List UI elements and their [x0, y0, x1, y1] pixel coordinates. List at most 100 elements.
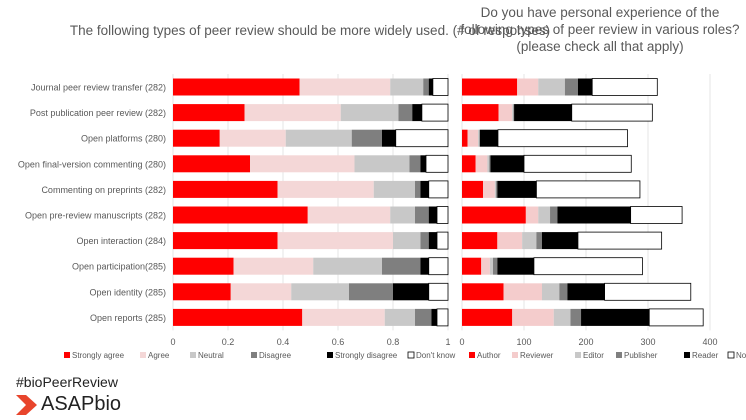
bar-segment-reviewer: [475, 155, 488, 173]
bar-segment-strongly-agree: [173, 78, 300, 96]
bar-segment-strongly-disagree: [393, 283, 429, 301]
legend-label: Reader: [692, 351, 719, 360]
bar-segment-none: [630, 206, 683, 224]
bar-segment-strongly-agree: [173, 129, 220, 147]
bar-segment-disagree: [409, 155, 421, 173]
bar-segment-neutral: [390, 206, 415, 224]
bar-segment-disagree: [415, 180, 421, 198]
bar-segment-publisher: [536, 232, 542, 250]
legend-swatch: [684, 352, 690, 358]
legend-label: Reviewer: [520, 351, 554, 360]
bar-segment-neutral: [393, 232, 421, 250]
bar-segment-editor: [478, 129, 480, 147]
x-tick-label: 0.8: [387, 337, 400, 347]
category-label: Open final-version commenting (280): [18, 159, 166, 169]
x-tick-label: 300: [640, 337, 655, 347]
bar-segment-strongly-agree: [173, 232, 278, 250]
bar-segment-editor: [487, 155, 490, 173]
chevron-logo-icon: [16, 394, 37, 415]
legend-swatch: [469, 352, 475, 358]
bar-segment-neutral: [384, 308, 415, 326]
bar-segment-disagree: [423, 78, 429, 96]
bar-segment-reader: [479, 129, 498, 147]
bar-segment-agree: [299, 78, 391, 96]
bar-segment-strongly-disagree: [412, 104, 422, 122]
bar-segment-strongly-disagree: [420, 257, 429, 275]
bar-segment-strongly-agree: [173, 206, 308, 224]
bar-segment-disagree: [420, 232, 429, 250]
bar-segment-don-t-know: [425, 154, 449, 173]
legend-label: Publisher: [624, 351, 658, 360]
x-tick-label: 0.4: [277, 337, 290, 347]
bar-segment-agree: [230, 283, 292, 301]
bar-segment-neutral: [313, 257, 382, 275]
bar-segment-reviewer: [497, 232, 523, 250]
bar-segment-agree: [277, 180, 374, 198]
bar-segment-reviewer: [483, 180, 495, 198]
bar-segment-reader: [514, 104, 572, 122]
x-tick-label: 100: [516, 337, 531, 347]
bar-segment-strongly-agree: [173, 104, 245, 122]
bar-segment-don-t-know: [428, 257, 449, 276]
bar-segment-reviewer: [498, 104, 513, 122]
bar-segment-don-t-know: [432, 78, 449, 96]
bar-segment-reader: [497, 257, 534, 275]
bar-segment-reader: [541, 232, 578, 250]
bar-segment-disagree: [415, 206, 429, 224]
hashtag: #bioPeerReview: [16, 374, 118, 390]
bar-segment-reader: [581, 308, 650, 326]
bar-segment-author: [462, 308, 513, 326]
bar-segment-neutral: [285, 129, 352, 147]
bar-segment-don-t-know: [421, 103, 449, 122]
legend-label: None: [736, 351, 746, 360]
bar-segment-reviewer: [503, 283, 542, 301]
bar-segment-author: [462, 78, 518, 96]
bar-segment-publisher: [570, 308, 582, 326]
bar-segment-publisher: [479, 129, 480, 147]
legend-label: Strongly disagree: [335, 351, 398, 360]
category-label: Open interaction (284): [76, 236, 166, 246]
left-chart-title: The following types of peer review shoul…: [69, 23, 551, 38]
bar-segment-none: [577, 231, 663, 250]
legend-label: Author: [477, 351, 501, 360]
bar-segment-author: [462, 257, 482, 275]
bar-segment-reviewer: [467, 129, 479, 147]
category-label: Open reports (285): [90, 313, 166, 323]
legend-swatch: [616, 352, 622, 358]
bar-segment-agree: [250, 155, 355, 173]
bar-segment-editor: [538, 206, 551, 224]
bar-segment-editor: [538, 78, 565, 96]
bar-segment-disagree: [398, 104, 413, 122]
x-tick-label: 1: [445, 337, 450, 347]
bar-segment-author: [462, 206, 526, 224]
legend-swatch: [327, 352, 333, 358]
bar-segment-editor: [541, 283, 560, 301]
bar-segment-none: [591, 78, 658, 96]
bar-segment-disagree: [415, 308, 432, 326]
legend-label: Neutral: [198, 351, 224, 360]
x-tick-label: 0: [170, 337, 175, 347]
bar-segment-agree: [244, 104, 341, 122]
bar-segment-author: [462, 180, 484, 198]
legend-label: Agree: [148, 351, 170, 360]
bar-segment-publisher: [564, 78, 578, 96]
legend-swatch: [727, 351, 735, 359]
bar-segment-none: [648, 308, 704, 327]
legend-swatch: [407, 351, 415, 359]
bar-segment-strongly-agree: [173, 180, 278, 198]
bar-segment-reader: [490, 155, 524, 173]
x-tick-label: 200: [578, 337, 593, 347]
bar-segment-disagree: [351, 129, 382, 147]
bar-segment-none: [571, 103, 653, 122]
asapbio-logo: ASAPbio: [16, 393, 121, 416]
bar-segment-editor: [522, 232, 537, 250]
bar-segment-reviewer: [525, 206, 539, 224]
bar-segment-disagree: [382, 257, 421, 275]
x-tick-label: 400: [702, 337, 717, 347]
bar-segment-neutral: [373, 180, 415, 198]
bar-segment-strongly-disagree: [420, 180, 429, 198]
bar-segment-editor: [512, 104, 514, 122]
bar-segment-don-t-know: [436, 231, 449, 250]
bar-segment-agree: [277, 232, 393, 250]
bar-segment-publisher: [513, 104, 515, 122]
